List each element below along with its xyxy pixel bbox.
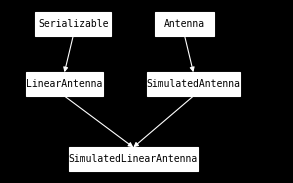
Text: SimulatedAntenna: SimulatedAntenna	[146, 79, 240, 89]
Text: Serializable: Serializable	[38, 19, 108, 29]
FancyBboxPatch shape	[26, 72, 103, 96]
FancyBboxPatch shape	[155, 12, 214, 36]
Text: LinearAntenna: LinearAntenna	[26, 79, 103, 89]
FancyBboxPatch shape	[69, 147, 198, 171]
Text: SimulatedLinearAntenna: SimulatedLinearAntenna	[69, 154, 198, 164]
FancyBboxPatch shape	[35, 12, 111, 36]
Text: Antenna: Antenna	[164, 19, 205, 29]
FancyBboxPatch shape	[146, 72, 240, 96]
